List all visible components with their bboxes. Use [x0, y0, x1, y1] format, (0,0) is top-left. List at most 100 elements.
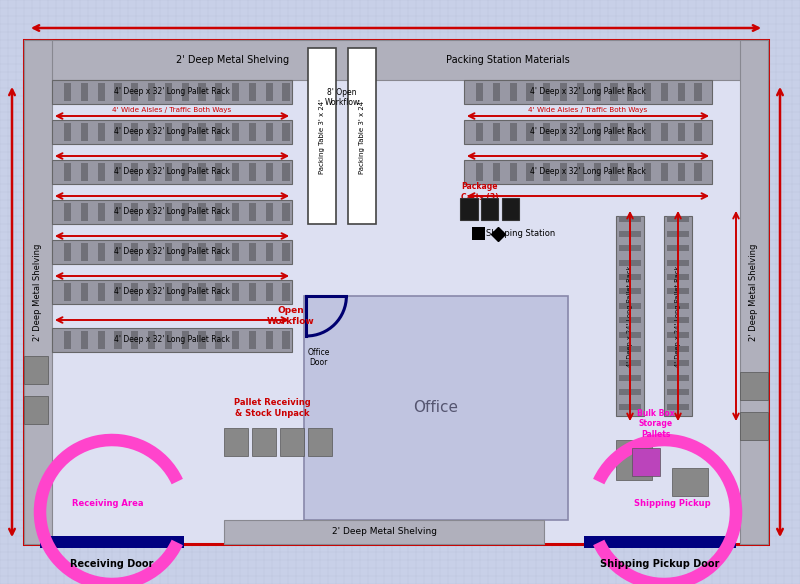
Bar	[526, 83, 534, 101]
Bar	[666, 346, 689, 352]
Bar	[619, 260, 641, 266]
Bar	[198, 83, 206, 101]
Text: 4' Deep x 32' Long Pallet Rack: 4' Deep x 32' Long Pallet Rack	[114, 335, 230, 345]
Bar	[165, 243, 172, 261]
Text: 2' Deep Metal Shelving: 2' Deep Metal Shelving	[34, 244, 42, 340]
Bar	[198, 123, 206, 141]
Bar	[232, 331, 239, 349]
Bar	[282, 331, 290, 349]
Bar	[594, 123, 601, 141]
Bar	[577, 83, 584, 101]
Bar	[148, 163, 155, 181]
Text: Shipping Pickup Door: Shipping Pickup Door	[600, 559, 720, 569]
Bar	[249, 83, 256, 101]
Text: Office
Door: Office Door	[307, 348, 330, 367]
Bar	[249, 203, 256, 221]
Bar	[52, 280, 292, 304]
Bar	[282, 203, 290, 221]
Text: 4' Deep x 32' Long Pallet Rack: 4' Deep x 32' Long Pallet Rack	[530, 127, 646, 137]
Text: Shipping Pickup: Shipping Pickup	[634, 499, 710, 509]
Text: Receiving Door: Receiving Door	[70, 559, 154, 569]
Bar	[266, 243, 273, 261]
Bar	[740, 412, 768, 440]
Bar	[476, 163, 483, 181]
Bar	[740, 40, 768, 544]
Bar	[98, 331, 105, 349]
Bar	[131, 123, 138, 141]
Bar	[182, 123, 189, 141]
Text: Packing Table 3' x 24': Packing Table 3' x 24'	[359, 99, 365, 173]
Bar	[131, 163, 138, 181]
Bar	[266, 283, 273, 301]
Bar	[619, 217, 641, 223]
Bar	[664, 216, 692, 416]
Bar	[619, 288, 641, 294]
Bar	[476, 123, 483, 141]
Bar	[148, 83, 155, 101]
Bar	[249, 331, 256, 349]
Bar	[98, 243, 105, 261]
Bar	[740, 372, 768, 400]
Bar	[252, 428, 276, 456]
Bar	[148, 283, 155, 301]
Bar	[666, 389, 689, 395]
Text: Packing Station Materials: Packing Station Materials	[446, 55, 570, 65]
Bar	[165, 331, 172, 349]
Bar	[510, 163, 517, 181]
Bar	[678, 123, 685, 141]
Bar	[114, 83, 122, 101]
Bar	[114, 283, 122, 301]
Bar	[510, 83, 517, 101]
Bar	[232, 83, 239, 101]
Bar	[198, 163, 206, 181]
Bar	[215, 123, 222, 141]
Bar	[644, 83, 651, 101]
Bar	[493, 123, 500, 141]
Bar	[64, 243, 71, 261]
Bar	[619, 317, 641, 323]
Bar	[694, 123, 702, 141]
Bar	[666, 245, 689, 251]
Bar	[616, 440, 652, 480]
Bar	[560, 83, 567, 101]
Bar	[694, 163, 702, 181]
Bar	[526, 163, 534, 181]
Bar	[481, 197, 498, 220]
Bar	[165, 83, 172, 101]
Text: Open
Workflow: Open Workflow	[266, 306, 314, 326]
Bar	[81, 203, 88, 221]
Bar	[678, 163, 685, 181]
Bar	[464, 80, 712, 104]
Bar	[661, 163, 668, 181]
Bar	[526, 123, 534, 141]
Bar	[81, 283, 88, 301]
Bar	[215, 243, 222, 261]
Bar	[249, 283, 256, 301]
Bar	[52, 120, 292, 144]
Text: 2' Deep Metal Shelving: 2' Deep Metal Shelving	[176, 55, 289, 65]
Text: Receiving Area: Receiving Area	[72, 499, 144, 509]
Bar	[666, 274, 689, 280]
Bar	[165, 283, 172, 301]
Bar	[619, 375, 641, 381]
Bar	[619, 389, 641, 395]
Bar	[666, 288, 689, 294]
Bar	[131, 243, 138, 261]
Bar	[198, 283, 206, 301]
Bar	[224, 428, 248, 456]
Bar	[165, 203, 172, 221]
Bar	[666, 360, 689, 366]
Bar	[632, 448, 660, 476]
Bar	[148, 123, 155, 141]
Bar	[619, 346, 641, 352]
Bar	[64, 123, 71, 141]
Bar	[98, 283, 105, 301]
Bar	[644, 163, 651, 181]
Bar	[98, 203, 105, 221]
Bar	[282, 83, 290, 101]
Bar	[182, 163, 189, 181]
Bar	[610, 83, 618, 101]
Bar	[594, 83, 601, 101]
Bar	[98, 163, 105, 181]
Text: 2' Deep Metal Shelving: 2' Deep Metal Shelving	[331, 527, 437, 537]
